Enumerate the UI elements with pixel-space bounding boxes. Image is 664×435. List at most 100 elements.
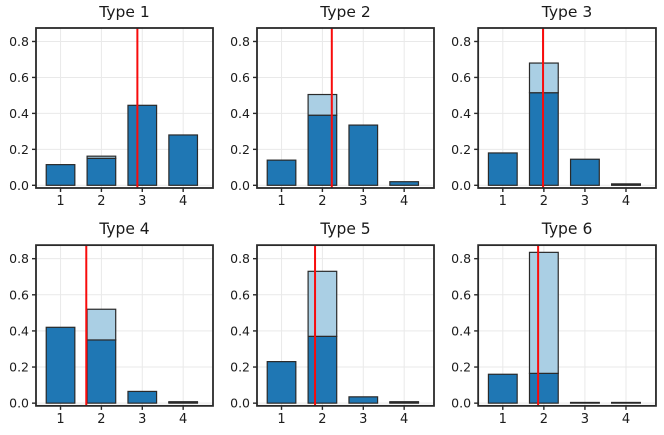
x-tick-label: 4: [622, 194, 630, 209]
bars: [266, 270, 420, 404]
y-tick-label: 0.6: [9, 70, 29, 85]
y-tick-label: 0.0: [451, 178, 471, 193]
bar-primary: [45, 326, 76, 404]
y-tick-label: 0.6: [451, 70, 471, 85]
x-tick-label: 3: [581, 194, 589, 209]
chart-title: Type 6: [541, 220, 593, 238]
x-tick-label: 1: [56, 194, 64, 209]
bars: [487, 251, 641, 404]
x-tick-label: 2: [318, 412, 326, 427]
x-tick-label: 2: [97, 194, 105, 209]
x-tick-label: 3: [359, 412, 367, 427]
chart-title: Type 4: [98, 220, 149, 238]
subplot-type-6: Type 6 0.0 0.2 0.4 0.6 0.8 1 2 3 4: [442, 217, 664, 435]
x-tick-label: 1: [499, 412, 507, 427]
x-tick-label: 3: [138, 194, 146, 209]
bar-chart-3: Type 3 0.0 0.2 0.4 0.6 0.8 1 2 3 4: [451, 3, 657, 209]
y-tick-label: 0.0: [9, 178, 29, 193]
bar-overlay: [528, 251, 559, 374]
bar-primary: [611, 401, 641, 404]
y-tick-label: 0.4: [9, 106, 29, 121]
gridlines: [36, 28, 213, 188]
x-tick-label: 1: [499, 194, 507, 209]
bar-primary: [569, 401, 600, 404]
y-tick-label: 0.4: [230, 106, 250, 121]
bar-chart-4: Type 4 0.0 0.2 0.4 0.6 0.8 1 2 3 4: [9, 220, 214, 427]
bar-overlay: [86, 155, 117, 159]
y-tick-label: 0.4: [9, 323, 29, 338]
plot-frame: [35, 244, 214, 407]
bar-primary: [127, 104, 158, 186]
x-tick-label: 4: [400, 412, 408, 427]
chart-title: Type 2: [319, 3, 370, 21]
x-tick-label: 1: [277, 194, 285, 209]
bar-overlay: [168, 401, 199, 404]
bar-chart-5: Type 5 0.0 0.2 0.4 0.6 0.8 1 2 3 4: [230, 220, 435, 427]
bar-primary: [569, 158, 600, 186]
bar-primary: [86, 339, 117, 404]
plot-frame: [256, 27, 435, 189]
y-tick-label: 0.2: [9, 142, 29, 157]
x-tick-label: 2: [318, 194, 326, 209]
bar-overlay: [307, 270, 338, 337]
bar-primary: [487, 373, 518, 404]
bars: [45, 308, 199, 404]
chart-title: Type 1: [98, 3, 149, 21]
y-tick-label: 0.4: [451, 106, 471, 121]
bar-chart-1: Type 1 0.0 0.2 0.4 0.6 0.8 1 2 3 4: [9, 3, 214, 209]
bars: [266, 93, 420, 186]
y-tick-label: 0.6: [9, 287, 29, 302]
y-tick-label: 0.6: [230, 70, 250, 85]
bar-primary: [528, 372, 559, 404]
bar-chart-6: Type 6 0.0 0.2 0.4 0.6 0.8 1 2 3 4: [451, 220, 657, 427]
x-tick-label: 2: [540, 194, 548, 209]
y-tick-label: 0.0: [9, 396, 29, 411]
y-tick-label: 0.6: [451, 287, 471, 302]
subplot-type-4: Type 4 0.0 0.2 0.4 0.6 0.8 1 2 3 4: [0, 217, 221, 435]
plot-frame: [477, 244, 657, 407]
y-tick-label: 0.4: [451, 323, 471, 338]
x-tick-label: 2: [97, 412, 105, 427]
bar-primary: [307, 335, 338, 404]
x-tick-label: 2: [540, 412, 548, 427]
y-tick-label: 0.0: [230, 396, 250, 411]
y-tick-label: 0.6: [230, 287, 250, 302]
bar-primary: [348, 124, 379, 186]
y-tick-label: 0.0: [230, 178, 250, 193]
y-tick-label: 0.8: [230, 34, 250, 49]
y-tick-label: 0.8: [451, 251, 471, 266]
bar-overlay: [86, 308, 117, 341]
bar-overlay: [307, 93, 338, 116]
subplot-type-2: Type 2 0.0 0.2 0.4 0.6 0.8 1 2 3 4: [221, 0, 442, 217]
y-tick-label: 0.0: [451, 396, 471, 411]
subplot-type-3: Type 3 0.0 0.2 0.4 0.6 0.8 1 2 3 4: [442, 0, 664, 217]
bar-primary: [266, 361, 297, 404]
y-tick-label: 0.2: [9, 360, 29, 375]
y-tick-label: 0.2: [451, 142, 471, 157]
bar-primary: [348, 396, 379, 404]
bars: [487, 62, 641, 186]
x-tick-label: 3: [359, 194, 367, 209]
plot-frame: [477, 27, 657, 189]
bar-primary: [127, 390, 158, 404]
bar-primary: [45, 164, 76, 186]
x-tick-label: 4: [179, 412, 187, 427]
bars: [45, 104, 199, 186]
bar-primary: [266, 159, 297, 186]
y-tick-label: 0.8: [9, 34, 29, 49]
y-tick-label: 0.8: [230, 251, 250, 266]
bar-primary: [389, 181, 420, 186]
gridlines: [36, 245, 213, 406]
x-tick-label: 4: [622, 412, 630, 427]
x-tick-label: 1: [56, 412, 64, 427]
bar-overlay: [611, 183, 641, 186]
subplot-type-5: Type 5 0.0 0.2 0.4 0.6 0.8 1 2 3 4: [221, 217, 442, 435]
bar-primary: [86, 157, 117, 186]
x-tick-label: 1: [277, 412, 285, 427]
y-tick-label: 0.4: [230, 323, 250, 338]
y-tick-label: 0.2: [451, 360, 471, 375]
subplot-type-1: Type 1 0.0 0.2 0.4 0.6 0.8 1 2 3 4: [0, 0, 221, 217]
x-tick-label: 4: [400, 194, 408, 209]
plot-frame: [256, 244, 435, 407]
